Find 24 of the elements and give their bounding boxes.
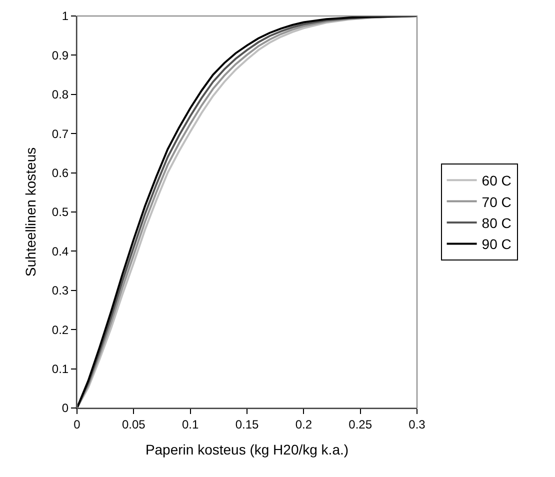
x-axis-title: Paperin kosteus (kg H20/kg k.a.)	[145, 442, 349, 458]
y-tick-label: 0.8	[52, 88, 69, 102]
y-tick-label: 1	[62, 9, 69, 24]
x-tick-label: 0	[74, 417, 81, 432]
y-tick-label: 0.7	[52, 126, 69, 141]
y-tick-label: 0.1	[52, 362, 69, 376]
x-tick-label: 0.2	[295, 417, 312, 432]
x-tick-label: 0.1	[182, 417, 199, 432]
legend-label: 60 C	[482, 172, 512, 189]
x-tick-label: 0.3	[408, 417, 426, 432]
y-tick-label: 0.6	[52, 166, 69, 180]
y-tick-label: 0.9	[52, 48, 69, 62]
y-tick-label: 0.4	[52, 244, 69, 258]
legend-label: 70 C	[482, 194, 512, 210]
y-tick-label: 0	[62, 401, 69, 416]
x-tick-label: 0.25	[348, 417, 372, 432]
y-axis-title: Suhteellinen kosteus	[22, 147, 39, 277]
x-tick-label: 0.15	[235, 417, 259, 432]
legend-label: 90 C	[482, 236, 512, 252]
x-tick-label: 0.05	[122, 417, 146, 432]
y-tick-label: 0.5	[52, 205, 69, 220]
y-tick-label: 0.2	[52, 322, 69, 337]
legend-label: 80 C	[482, 214, 512, 231]
y-tick-label: 0.3	[52, 284, 69, 298]
